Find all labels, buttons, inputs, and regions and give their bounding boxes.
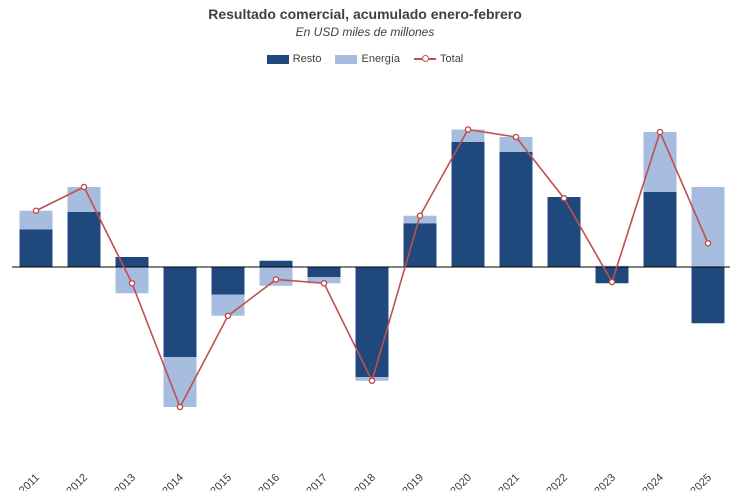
point-total-2013 bbox=[128, 279, 136, 287]
x-tick-label-2014: 2014 bbox=[160, 472, 186, 491]
x-tick-label-2020: 2020 bbox=[448, 472, 474, 491]
point-total-2017 bbox=[320, 279, 328, 287]
x-tick-label-2012: 2012 bbox=[64, 472, 90, 491]
bar-energia-2011 bbox=[19, 210, 53, 230]
x-tick-label-2013: 2013 bbox=[112, 472, 138, 491]
bar-resto-2021 bbox=[499, 152, 533, 267]
x-tick-label-2019: 2019 bbox=[400, 472, 426, 491]
bar-resto-2025 bbox=[691, 267, 725, 324]
legend-item-total: Total bbox=[414, 53, 463, 65]
bar-resto-2016 bbox=[259, 260, 293, 267]
bar-energia-2020 bbox=[451, 129, 485, 142]
legend-swatch-energia bbox=[335, 54, 358, 64]
chart-subtitle: En USD miles de millones bbox=[295, 25, 435, 39]
x-tick-label-2024: 2024 bbox=[640, 472, 666, 491]
point-total-2024 bbox=[656, 128, 664, 136]
legend-item-resto: Resto bbox=[266, 53, 322, 65]
x-tick-label-2023: 2023 bbox=[592, 472, 618, 491]
point-total-2021 bbox=[512, 133, 520, 141]
x-tick-label-2017: 2017 bbox=[304, 472, 330, 491]
legend-label-resto: Resto bbox=[292, 53, 322, 65]
chart-title: Resultado comercial, acumulado enero-feb… bbox=[208, 6, 522, 22]
x-tick-label-2015: 2015 bbox=[208, 472, 234, 491]
x-tick-label-2021: 2021 bbox=[496, 472, 522, 491]
bar-resto-2022 bbox=[547, 197, 581, 267]
point-total-2016 bbox=[272, 276, 280, 283]
legend-line-total bbox=[414, 54, 437, 64]
point-total-2011 bbox=[32, 207, 40, 215]
bar-energia-2012 bbox=[67, 187, 101, 212]
point-total-2025 bbox=[704, 239, 712, 247]
bar-resto-2013 bbox=[115, 257, 149, 267]
bar-energia-2014 bbox=[163, 357, 197, 407]
legend-item-energia: Energía bbox=[335, 53, 400, 65]
bar-resto-2011 bbox=[19, 229, 53, 267]
point-total-2022 bbox=[560, 194, 568, 202]
point-total-2012 bbox=[80, 183, 88, 191]
x-tick-label-2025: 2025 bbox=[688, 472, 714, 491]
bar-energia-2025 bbox=[691, 187, 725, 267]
bar-resto-2019 bbox=[403, 223, 437, 267]
bar-energia-2023 bbox=[595, 265, 629, 267]
bar-resto-2017 bbox=[307, 267, 341, 277]
bar-resto-2020 bbox=[451, 142, 485, 267]
legend-label-total: Total bbox=[440, 53, 464, 65]
bar-resto-2024 bbox=[643, 192, 677, 267]
bar-resto-2014 bbox=[163, 267, 197, 357]
bar-resto-2012 bbox=[67, 212, 101, 267]
x-tick-label-2011: 2011 bbox=[17, 472, 42, 491]
point-total-2015 bbox=[224, 312, 232, 320]
x-tick-label-2022: 2022 bbox=[544, 472, 570, 491]
x-tick-label-2016: 2016 bbox=[256, 472, 282, 491]
chart-legend: Resto Energía Total bbox=[0, 53, 730, 65]
point-total-2018 bbox=[368, 377, 376, 385]
point-total-2020 bbox=[464, 126, 472, 133]
point-total-2023 bbox=[608, 278, 616, 286]
point-total-2019 bbox=[416, 212, 424, 220]
point-total-2014 bbox=[176, 403, 184, 411]
bar-resto-2015 bbox=[211, 267, 245, 295]
bar-energia-2019 bbox=[403, 215, 437, 224]
bar-resto-2018 bbox=[355, 267, 389, 377]
legend-swatch-resto bbox=[266, 54, 289, 64]
x-tick-label-2018: 2018 bbox=[352, 472, 378, 491]
legend-label-energia: Energía bbox=[361, 53, 401, 65]
bar-energia-2024 bbox=[643, 132, 677, 192]
bar-resto-2023 bbox=[595, 267, 629, 284]
